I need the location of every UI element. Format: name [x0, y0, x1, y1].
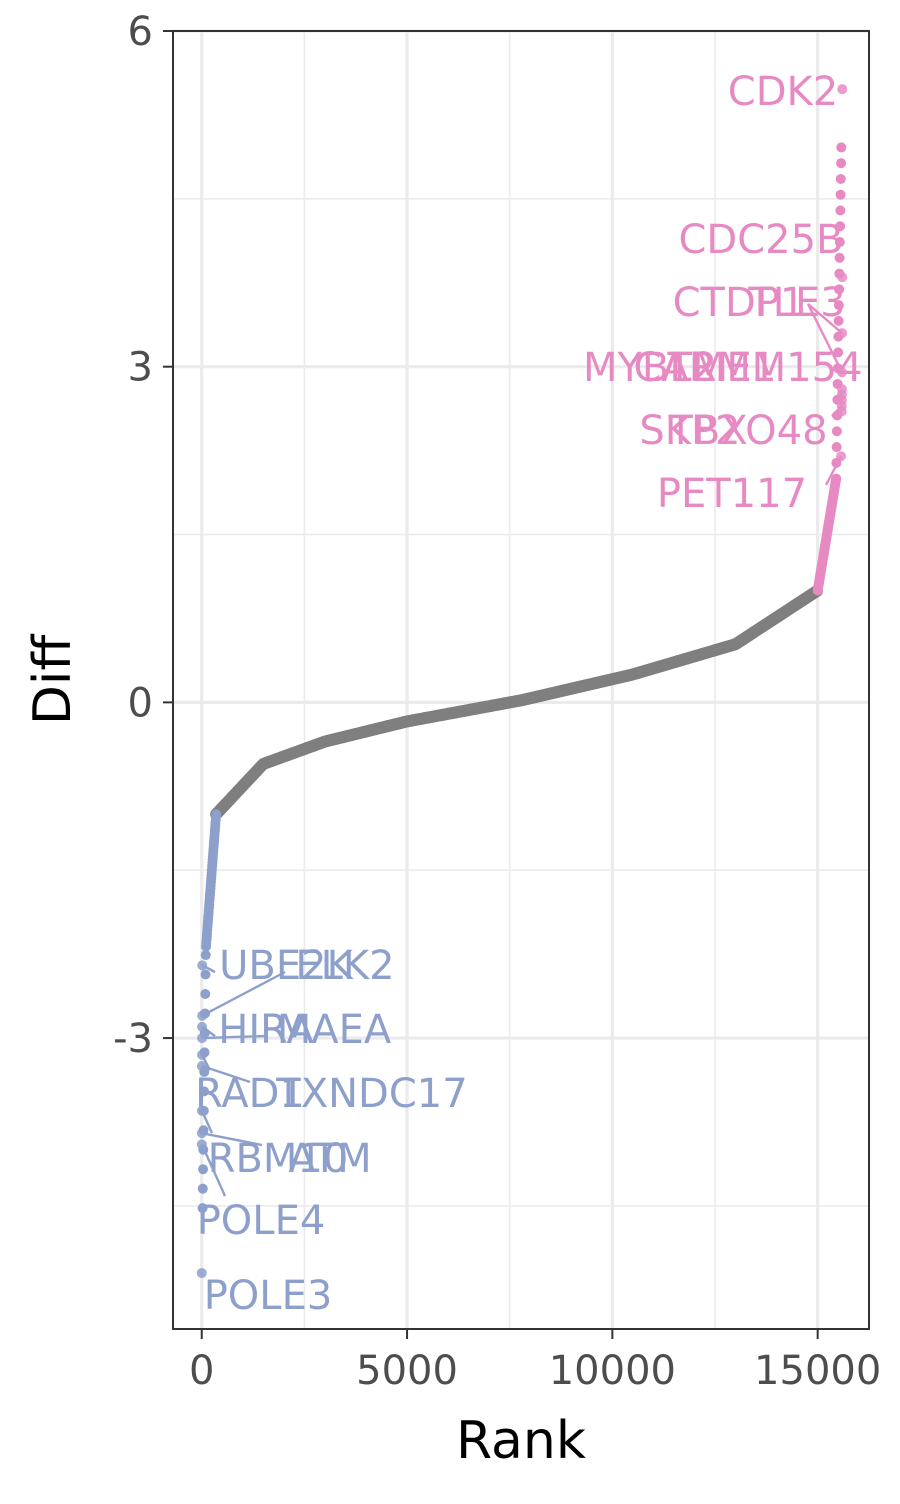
point-label-hira: HIRA: [218, 1007, 314, 1053]
point-label-tmem154: TMEM154: [666, 345, 862, 391]
data-point-up: [835, 221, 846, 232]
label-connector: [838, 391, 843, 401]
y-axis: -3 0 3 6: [113, 9, 173, 1062]
data-point-down: [211, 809, 222, 820]
point-label-txndc17: TXNDC17: [275, 1071, 467, 1117]
data-point-down: [197, 1183, 208, 1194]
label-connector: [806, 303, 844, 373]
highlight-point: [196, 1268, 207, 1279]
y-axis-title: Diff: [23, 634, 83, 725]
data-points: [196, 84, 848, 1279]
x-axis-title: Rank: [456, 1411, 586, 1471]
data-point-up: [836, 142, 847, 153]
label-connector: [824, 455, 843, 486]
point-label-pet117: PET117: [657, 471, 807, 517]
point-label-cdk2: CDK2: [728, 69, 838, 115]
x-tick-label: 5000: [356, 1348, 458, 1394]
data-point-up: [831, 426, 842, 437]
data-point-down: [198, 1164, 209, 1175]
label-connector: [201, 1025, 216, 1037]
point-label-atm: ATM: [288, 1136, 371, 1182]
point-label-pole3: POLE3: [204, 1273, 333, 1319]
label-connector: [201, 970, 286, 1017]
data-point-up: [833, 315, 844, 326]
y-tick-label: 6: [128, 9, 153, 55]
label-connector: [201, 964, 216, 974]
y-tick-label: 3: [128, 345, 153, 391]
highlight-point: [837, 84, 848, 95]
label-connector: [201, 1034, 267, 1040]
point-label-mybl2: MYBL2: [583, 345, 717, 391]
data-point-up: [835, 205, 846, 216]
data-point-up: [835, 189, 846, 200]
label-connector: [831, 410, 843, 418]
data-point-down: [199, 1086, 210, 1097]
label-connectors: [200, 303, 844, 1197]
point-label-skp2: SKP2: [639, 408, 740, 454]
label-connector: [201, 1132, 263, 1147]
point-label-carm1: CARM1: [633, 345, 776, 391]
data-point-up: [834, 252, 845, 263]
data-point-up: [834, 284, 845, 295]
plot-background: [173, 31, 869, 1329]
data-point-down: [200, 988, 211, 999]
point-label-rbm10: RBM10: [208, 1136, 349, 1182]
data-point-up: [836, 158, 847, 169]
data-point-down: [200, 969, 211, 980]
data-point-up: [831, 473, 842, 484]
label-connector: [201, 1064, 251, 1084]
x-axis: 0 5000 10000 15000: [189, 1329, 881, 1394]
label-connector: [839, 388, 843, 393]
point-label-ctdp1: CTDP1: [673, 280, 806, 326]
point-label-rad1: RAD1: [195, 1071, 305, 1117]
data-point-down: [197, 1203, 208, 1214]
point-label-tbxo48: TBXO48: [667, 408, 827, 454]
grid-minor: [173, 31, 869, 1329]
label-connector: [200, 1143, 227, 1197]
data-point-up: [835, 173, 846, 184]
point-label-elk2: ELK2: [295, 943, 394, 989]
plot-panel-border: [172, 30, 870, 1330]
data-point-up: [834, 237, 845, 248]
x-tick-label: 0: [189, 1348, 214, 1394]
point-label-cdc25b: CDC25B: [679, 217, 844, 263]
data-point-up: [831, 442, 842, 453]
point-label-tle3: TLE3: [747, 280, 845, 326]
y-tick-label: -3: [113, 1016, 153, 1062]
highlight-point: [837, 272, 848, 283]
x-tick-label: 15000: [754, 1348, 881, 1394]
label-connector: [807, 303, 843, 335]
point-label-ube2k: UBE2K: [219, 943, 354, 989]
point-label-pole4: POLE4: [197, 1198, 326, 1244]
y-tick-label: 0: [128, 680, 153, 726]
label-connector: [200, 1110, 214, 1134]
data-point-up: [833, 347, 844, 358]
data-point-up: [833, 300, 844, 311]
x-tick-label: 10000: [549, 1348, 676, 1394]
point-label-maea: MAEA: [277, 1007, 392, 1053]
data-point-down: [200, 950, 211, 961]
